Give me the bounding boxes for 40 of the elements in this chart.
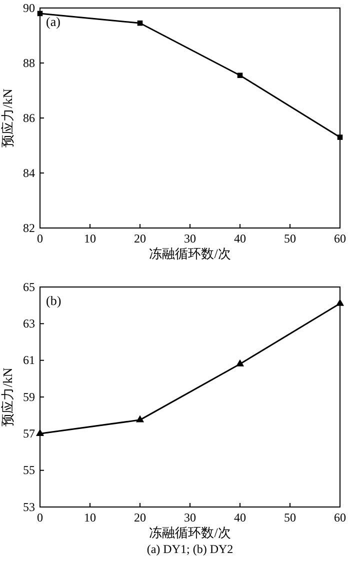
x-axis-title: 冻融循环数/次: [149, 525, 231, 540]
x-tick-label: 20: [134, 510, 146, 525]
y-axis-title: 预应力/kN: [0, 367, 15, 426]
x-tick-label: 20: [134, 232, 146, 246]
y-axis-title: 预应力/kN: [0, 88, 15, 148]
point: [337, 134, 343, 140]
x-axis-title: 冻融循环数/次: [149, 246, 231, 261]
annotation: (a): [46, 14, 60, 29]
x-tick-label: 60: [334, 510, 346, 525]
x-tick-label: 40: [234, 232, 246, 246]
x-tick-label: 60: [334, 232, 346, 246]
point: [136, 415, 144, 422]
y-tick-label: 82: [23, 220, 35, 235]
y-tick-label: 88: [23, 56, 35, 70]
annotation: (b): [46, 293, 62, 308]
x-tick-label: 40: [234, 510, 246, 525]
x-tick-label: 0: [37, 232, 43, 246]
point: [236, 359, 244, 366]
y-tick-label: 63: [23, 316, 35, 331]
y-tick-label: 53: [23, 500, 35, 514]
y-tick-label: 90: [23, 0, 35, 15]
x-tick-label: 30: [184, 232, 196, 246]
y-tick-label: 59: [23, 390, 35, 404]
x-tick-label: 10: [84, 232, 96, 246]
point: [137, 20, 143, 26]
x-tick-label: 50: [284, 232, 296, 246]
text: (a) DY1; (b) DY2: [146, 542, 234, 556]
point: [237, 72, 243, 78]
x-tick-label: 30: [184, 510, 196, 525]
y-tick-label: 57: [23, 426, 35, 441]
y-tick-label: 86: [23, 110, 35, 125]
x-tick-label: 0: [37, 510, 43, 525]
y-tick-label: 61: [23, 353, 35, 368]
point: [336, 298, 344, 306]
point: [36, 429, 44, 436]
y-tick-label: 55: [23, 463, 35, 478]
y-tick-label: 84: [23, 166, 35, 180]
x-tick-label: 50: [284, 510, 296, 525]
y-tick-label: 65: [23, 280, 35, 294]
x-tick-label: 10: [84, 510, 96, 525]
